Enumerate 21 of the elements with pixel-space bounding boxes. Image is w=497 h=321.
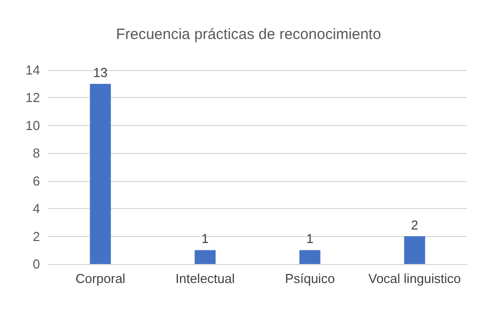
x-tick-label: Psíquico — [284, 271, 335, 286]
x-tick-label: Vocal linguistico — [368, 271, 461, 286]
chart-title: Frecuencia prácticas de reconocimiento — [116, 26, 382, 43]
data-label: 1 — [306, 231, 314, 246]
y-tick-label: 2 — [32, 228, 40, 244]
y-tick-label: 0 — [32, 256, 40, 272]
data-label: 1 — [202, 231, 209, 246]
y-tick-label: 12 — [26, 90, 40, 106]
bar — [90, 84, 111, 264]
data-label: 13 — [93, 64, 108, 80]
y-tick-label: 14 — [26, 62, 40, 78]
bar — [194, 250, 216, 264]
y-tick-label: 4 — [32, 201, 40, 216]
x-tick-label: Corporal — [75, 271, 126, 286]
y-tick-label: 6 — [32, 173, 40, 188]
bar — [299, 250, 320, 264]
data-label: 2 — [411, 217, 418, 232]
y-tick-label: 10 — [26, 118, 40, 133]
bar — [404, 236, 426, 264]
y-tick-label: 8 — [32, 146, 40, 161]
x-tick-label: Intelectual — [175, 271, 235, 286]
